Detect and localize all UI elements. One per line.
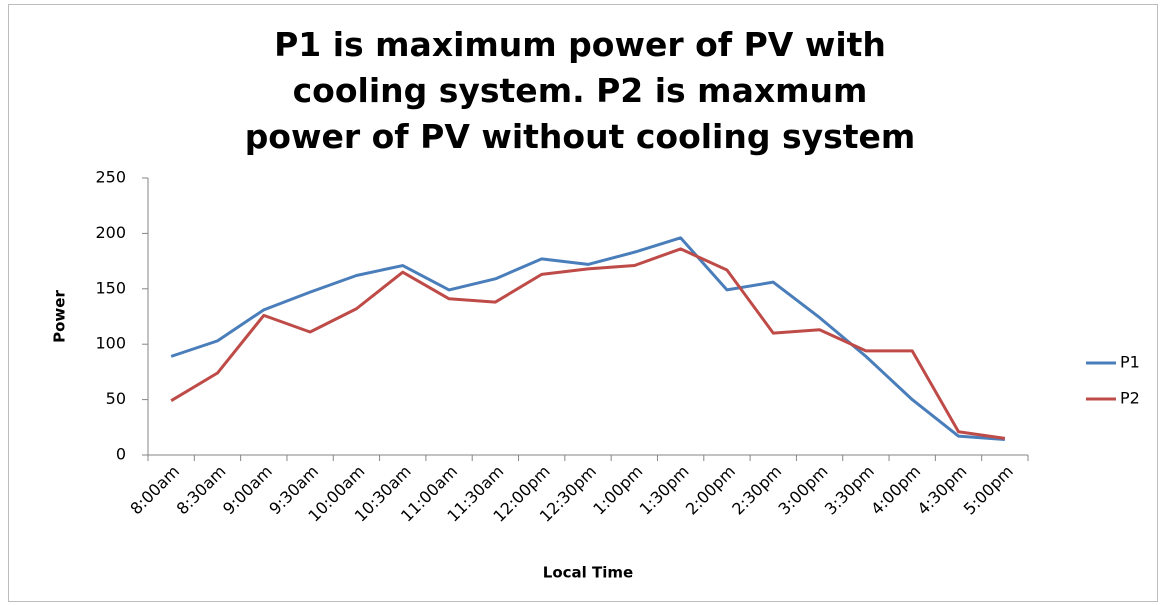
x-tick-label: 1:30pm <box>636 462 693 519</box>
x-tick-label: 2:30pm <box>728 462 785 519</box>
y-axis-title: Power <box>51 290 69 343</box>
chart-title: P1 is maximum power of PV with cooling s… <box>244 25 916 156</box>
line-series <box>170 236 1005 441</box>
legend-label: P2 <box>1120 389 1140 408</box>
x-tick-label: 9:00am <box>219 462 276 519</box>
y-tick-label: 100 <box>95 334 126 353</box>
x-tick-label: 2:00pm <box>682 462 739 519</box>
x-tick-label: 4:00pm <box>867 462 924 519</box>
x-tick-label: 8:00am <box>126 462 183 519</box>
y-tick-label: 0 <box>116 445 126 464</box>
x-tick-label: 8:30am <box>173 462 230 519</box>
legend-label: P1 <box>1120 353 1140 372</box>
x-tick-label: 3:30pm <box>821 462 878 519</box>
chart-frame <box>8 4 1158 602</box>
line-series <box>170 247 1006 440</box>
x-tick-label: 1:00pm <box>589 462 646 519</box>
y-tick-label: 150 <box>95 278 126 297</box>
y-tick-label: 250 <box>95 168 126 187</box>
x-tick-label: 4:30pm <box>913 462 970 519</box>
x-axis-title: Local Time <box>543 564 633 582</box>
x-tick-label: 3:00pm <box>775 462 832 519</box>
y-tick-label: 50 <box>106 389 126 408</box>
y-tick-label: 200 <box>95 223 126 242</box>
x-tick-label: 5:00pm <box>960 462 1017 519</box>
